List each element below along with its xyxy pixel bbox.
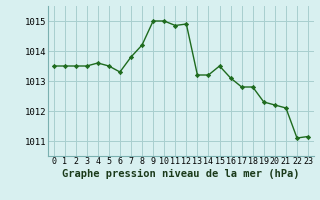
- X-axis label: Graphe pression niveau de la mer (hPa): Graphe pression niveau de la mer (hPa): [62, 169, 300, 179]
